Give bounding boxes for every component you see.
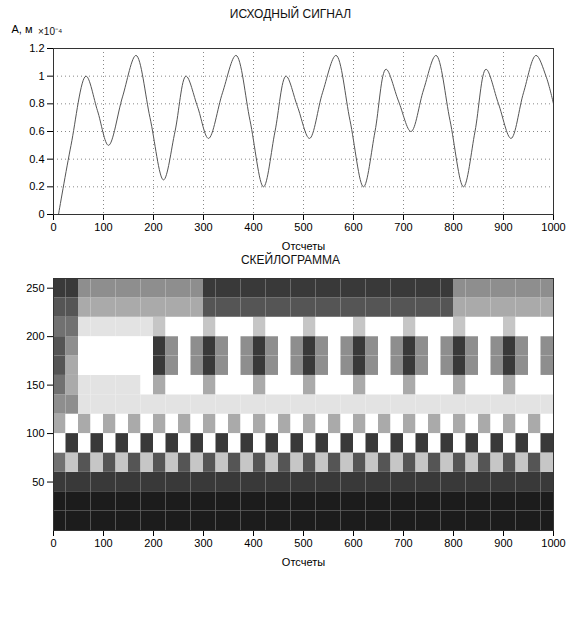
svg-text:700: 700 [394,221,412,233]
svg-text:0: 0 [50,221,56,233]
svg-text:300: 300 [194,537,212,549]
svg-text:1.2: 1.2 [29,42,44,54]
html-text:ИСХОДНЫЙ СИГНАЛ: ИСХОДНЫЙ СИГНАЛ [229,7,352,21]
svg-text:800: 800 [444,537,462,549]
html-text:СКЕЙЛОГРАММА: СКЕЙЛОГРАММА [240,253,341,267]
svg-text:0.6: 0.6 [29,125,44,137]
html-text:×10⁻⁴: ×10⁻⁴ [38,26,63,37]
svg-text:400: 400 [244,537,262,549]
svg-text:0: 0 [50,537,56,549]
svg-text:400: 400 [244,221,262,233]
svg-text:300: 300 [194,221,212,233]
svg-text:1000: 1000 [541,537,565,549]
svg-text:500: 500 [294,221,312,233]
svg-text:0.8: 0.8 [29,97,44,109]
svg-text:600: 600 [344,537,362,549]
svg-text:700: 700 [394,537,412,549]
svg-text:250: 250 [26,282,44,294]
svg-text:100: 100 [94,221,112,233]
svg-text:Отсчеты: Отсчеты [282,240,325,252]
svg-text:800: 800 [444,221,462,233]
svg-text:1000: 1000 [541,221,565,233]
svg-text:A, м: A, м [12,23,33,35]
svg-text:500: 500 [294,537,312,549]
svg-text:1: 1 [38,70,44,82]
svg-text:600: 600 [344,221,362,233]
svg-text:150: 150 [26,379,44,391]
svg-text:100: 100 [94,537,112,549]
svg-text:0.4: 0.4 [29,153,44,165]
svg-text:900: 900 [494,221,512,233]
svg-text:0: 0 [38,208,44,220]
svg-text:200: 200 [144,537,162,549]
svg-text:100: 100 [26,427,44,439]
svg-text:Отсчеты: Отсчеты [282,556,325,568]
svg-text:50: 50 [32,476,44,488]
svg-text:200: 200 [144,221,162,233]
svg-text:0.2: 0.2 [29,180,44,192]
svg-text:900: 900 [494,537,512,549]
svg-text:200: 200 [26,330,44,342]
